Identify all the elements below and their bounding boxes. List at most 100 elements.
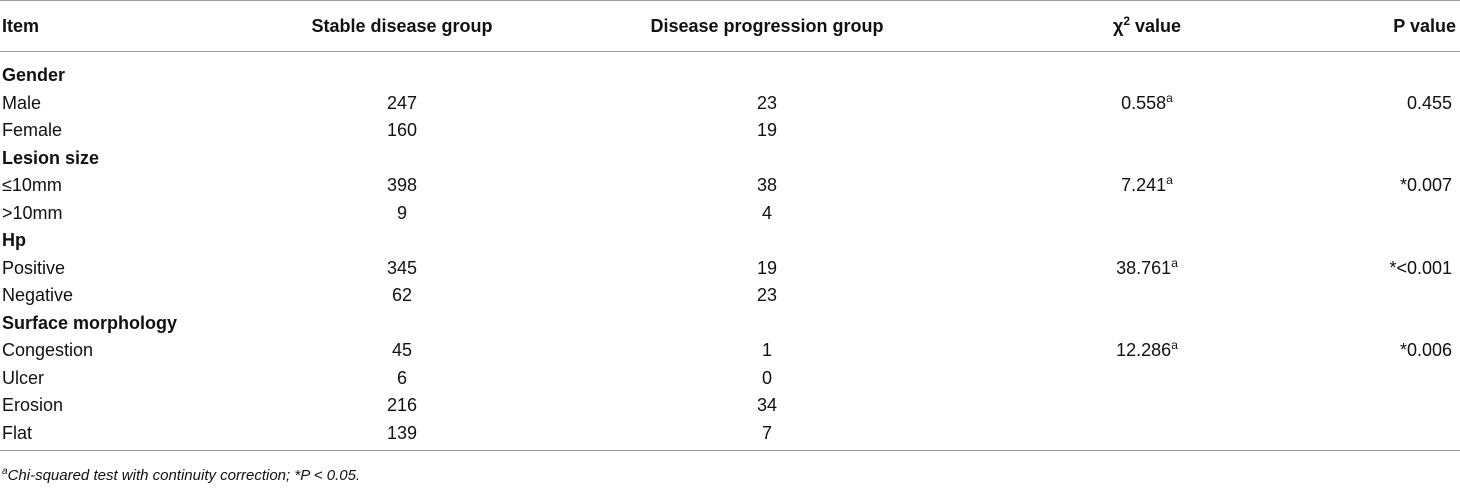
cell-item-text: Erosion (2, 395, 64, 416)
header-item: Item (0, 0, 252, 52)
cell-chi (982, 392, 1312, 420)
cell-p-text: *<0.001 (1389, 257, 1452, 278)
cell-p: 0.455 (1312, 90, 1460, 118)
cell-chi-text: 7.241 (1121, 175, 1167, 196)
cell-chi: 12.286a (982, 337, 1312, 365)
cell-p (1312, 282, 1460, 310)
chi-footnote-marker: a (1171, 338, 1178, 353)
cell-p: *<0.001 (1312, 255, 1460, 283)
group-header-row: Surface morphology (0, 310, 1460, 338)
cell-item: >10mm (0, 200, 252, 228)
cell-chi (982, 200, 1312, 228)
cell-item-text: Negative (2, 285, 74, 306)
cell-chi (982, 419, 1312, 451)
cell-chi-text: 12.286 (1116, 340, 1172, 361)
header-stable-group: Stable disease group (252, 0, 552, 52)
cell-item-text: >10mm (2, 202, 63, 223)
cell-stable: 9 (252, 200, 552, 228)
cell-chi (982, 145, 1312, 173)
cell-stable-text: 6 (396, 367, 407, 388)
cell-stable-text: 9 (396, 202, 407, 223)
cell-chi: 0.558a (982, 90, 1312, 118)
cell-p-text: *0.007 (1399, 175, 1452, 196)
cell-item: ≤10mm (0, 172, 252, 200)
table-row: Flat 139 7 (0, 419, 1460, 451)
cell-item-text: Congestion (2, 340, 94, 361)
cell-progression-text: 1 (761, 340, 772, 361)
cell-stable (252, 227, 552, 255)
cell-p: *0.007 (1312, 172, 1460, 200)
header-p-value: P value (1312, 0, 1460, 52)
cell-progression-text: 34 (756, 395, 778, 416)
cell-progression: 19 (552, 117, 982, 145)
cell-stable-text: 247 (386, 92, 418, 113)
cell-p (1312, 145, 1460, 173)
table-row: >10mm 9 4 (0, 200, 1460, 228)
group-header-row: Gender (0, 52, 1460, 90)
cell-progression-text: 7 (761, 422, 772, 443)
cell-stable-text: 398 (386, 175, 418, 196)
cell-chi (982, 365, 1312, 393)
cell-chi (982, 310, 1312, 338)
cell-stable-text: 45 (391, 340, 413, 361)
cell-item-text: Gender (2, 65, 66, 86)
table-row: ≤10mm 398 38 7.241a *0.007 (0, 172, 1460, 200)
cell-item-text: ≤10mm (2, 175, 62, 196)
cell-stable (252, 310, 552, 338)
cell-chi (982, 282, 1312, 310)
cell-progression: 7 (552, 419, 982, 451)
table-body: Gender Male 247 23 0.558a 0.455 Female 160 19 Les… (0, 52, 1460, 451)
cell-chi (982, 227, 1312, 255)
cell-chi: 7.241a (982, 172, 1312, 200)
cell-p (1312, 310, 1460, 338)
chi-label: value (1130, 15, 1182, 36)
table-row: Negative 62 23 (0, 282, 1460, 310)
cell-stable: 139 (252, 419, 552, 451)
cell-stable-text: 62 (391, 285, 413, 306)
cell-progression-text: 23 (756, 285, 778, 306)
cell-stable (252, 145, 552, 173)
cell-p (1312, 200, 1460, 228)
cell-item: Erosion (0, 392, 252, 420)
cell-item: Flat (0, 419, 252, 451)
footnote-marker: a (2, 466, 8, 477)
cell-item: Ulcer (0, 365, 252, 393)
cell-p: *0.006 (1312, 337, 1460, 365)
cell-p (1312, 419, 1460, 451)
cell-item: Negative (0, 282, 252, 310)
cell-item-text: Surface morphology (2, 312, 178, 333)
cell-stable: 398 (252, 172, 552, 200)
chi-footnote-marker: a (1171, 255, 1178, 270)
cell-stable-text: 345 (386, 257, 418, 278)
cell-progression-text: 0 (761, 367, 772, 388)
cell-chi-text: 0.558 (1121, 92, 1167, 113)
cell-progression-text: 4 (761, 202, 772, 223)
cell-stable-text: 139 (386, 422, 418, 443)
header-chi-value: χ2 value (982, 0, 1312, 52)
cell-p-text: *0.006 (1399, 340, 1452, 361)
cell-progression: 0 (552, 365, 982, 393)
chi-footnote-marker: a (1166, 90, 1173, 105)
table-row: Congestion 45 1 12.286a *0.006 (0, 337, 1460, 365)
cell-progression-text: 23 (756, 92, 778, 113)
cell-progression (552, 145, 982, 173)
cell-item-text: Positive (2, 257, 66, 278)
cell-item-text: Flat (2, 422, 33, 443)
cell-progression-text: 19 (756, 120, 778, 141)
cell-item-text: Male (2, 92, 42, 113)
cell-stable-text: 160 (386, 120, 418, 141)
table-row: Ulcer 6 0 (0, 365, 1460, 393)
chi-symbol: χ (1112, 15, 1124, 36)
cell-stable-text: 216 (386, 395, 418, 416)
cell-progression-text: 38 (756, 175, 778, 196)
cell-stable (252, 52, 552, 90)
cell-item: Female (0, 117, 252, 145)
cell-progression (552, 227, 982, 255)
header-row: Item Stable disease group Disease progre… (0, 0, 1460, 52)
cell-chi: 38.761a (982, 255, 1312, 283)
table-row: Positive 345 19 38.761a *<0.001 (0, 255, 1460, 283)
cell-p (1312, 227, 1460, 255)
cell-stable: 62 (252, 282, 552, 310)
cell-item: Male (0, 90, 252, 118)
